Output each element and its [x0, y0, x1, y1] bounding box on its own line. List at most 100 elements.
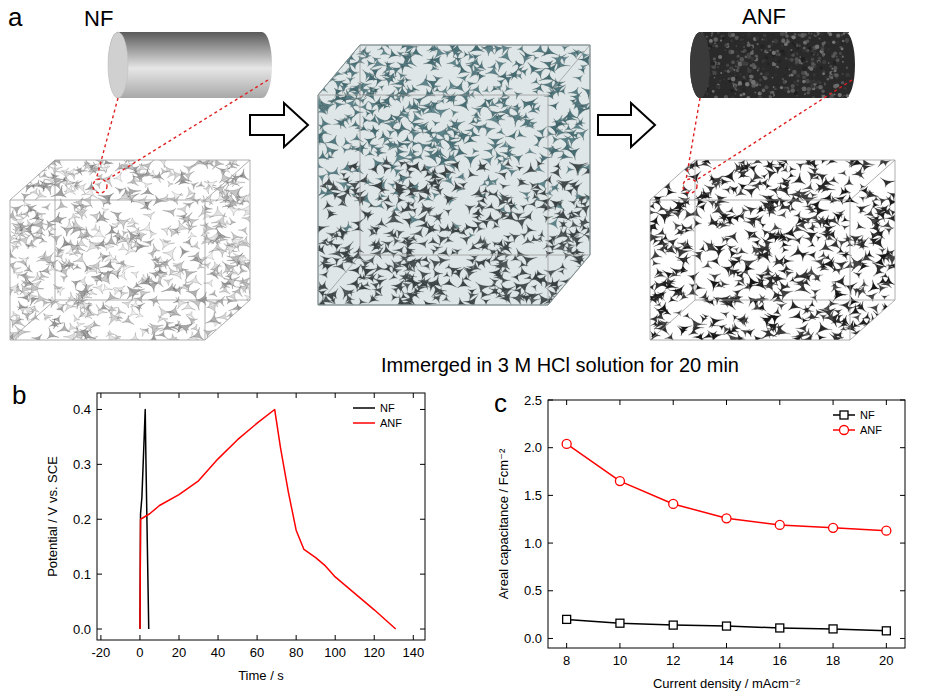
foam-cell	[700, 315, 708, 323]
foam-cell	[675, 256, 691, 265]
foam-cell	[74, 210, 87, 220]
nf-foam	[3, 153, 258, 348]
foam-cell	[155, 330, 167, 338]
foam-cell	[216, 296, 225, 306]
foam-cell	[161, 283, 177, 292]
foam-cell	[106, 330, 115, 336]
foam-cell	[235, 195, 247, 205]
foam-cell	[791, 173, 806, 185]
foam-cell	[571, 279, 586, 291]
foam-cell	[196, 181, 205, 187]
foam-cell	[71, 280, 80, 289]
foam-cell	[756, 206, 765, 215]
foam-cell	[51, 174, 65, 186]
foam-cell	[211, 320, 221, 326]
foam-cell	[238, 227, 247, 235]
foam-cell	[151, 257, 160, 265]
foam-cell	[48, 265, 58, 272]
foam-cell	[218, 333, 225, 341]
foam-cell	[707, 257, 720, 266]
panel-letter: a	[8, 2, 23, 32]
foam-cell	[74, 184, 86, 194]
foam-cell	[66, 292, 79, 304]
foam-cell	[57, 304, 65, 312]
foam-cell	[203, 250, 214, 260]
foam-cell	[337, 43, 346, 51]
foam-cell	[119, 243, 129, 250]
foam-cell	[50, 167, 63, 176]
foam-cell	[773, 307, 780, 315]
box-edge	[205, 300, 250, 340]
foam-cell	[148, 251, 156, 259]
foam-cell	[30, 213, 44, 221]
foam-cell	[212, 156, 224, 169]
foam-cell	[668, 296, 678, 302]
foam-cell	[653, 163, 664, 172]
foam-cell	[246, 322, 256, 331]
foam-cell	[164, 320, 173, 327]
foam-cell	[89, 260, 101, 273]
foam-cell	[232, 286, 243, 297]
foam-cell	[66, 246, 78, 256]
foam-cell	[22, 280, 31, 286]
foam-cell	[213, 222, 223, 229]
foam-cell	[143, 239, 155, 246]
box-edge	[250, 160, 251, 300]
foam-cell	[227, 254, 243, 267]
foam-cell	[777, 210, 786, 218]
foam-cell	[330, 45, 342, 53]
foam-cell	[39, 265, 51, 275]
foam-cell	[77, 322, 85, 328]
foam-cell	[823, 231, 832, 241]
foam-cell	[91, 224, 100, 231]
foam-cell	[44, 314, 53, 320]
foam-cell	[165, 165, 174, 172]
foam-cell	[31, 312, 40, 320]
foam-cell	[40, 252, 54, 263]
foam-cell	[35, 190, 47, 200]
foam-cell	[209, 206, 227, 218]
foam-cell	[167, 334, 182, 343]
foam-cell	[122, 231, 129, 237]
foam-cell	[10, 181, 19, 187]
foam-cell	[133, 282, 142, 288]
foam	[643, 154, 902, 348]
foam-cell	[726, 207, 735, 214]
foam-cell	[74, 168, 82, 176]
foam-cell	[5, 283, 19, 295]
foam-cell	[175, 322, 195, 333]
foam-cell	[180, 169, 186, 175]
foam-cell	[872, 196, 880, 202]
foam-cell	[38, 180, 48, 188]
foam-cell	[852, 166, 865, 179]
foam-cell	[30, 306, 39, 312]
liquid-edge	[318, 45, 590, 305]
foam-cell	[96, 211, 110, 223]
foam-cell	[241, 313, 254, 327]
foam-cell	[74, 315, 80, 322]
foam-cell	[243, 321, 258, 332]
foam-cell	[152, 172, 165, 180]
foam-cell	[93, 284, 103, 294]
foam-cell	[103, 197, 111, 204]
foam-cell	[83, 293, 93, 300]
foam-cell	[228, 200, 237, 207]
foam-cell	[712, 200, 721, 209]
foam-cell	[578, 290, 589, 297]
foam-cell	[18, 223, 30, 231]
foam-cell	[225, 274, 232, 280]
foam-cell	[18, 272, 28, 282]
foam-cell	[789, 310, 804, 320]
foam-cell	[328, 65, 337, 72]
foam-cell	[186, 275, 201, 285]
foam-cell	[19, 258, 30, 266]
foam-cell	[740, 259, 758, 269]
foam-cell	[316, 52, 325, 60]
foam-cell	[152, 279, 164, 287]
foam-cell	[803, 305, 814, 315]
foam-cell	[51, 185, 67, 197]
foam-cell	[199, 159, 210, 169]
box-edge	[55, 160, 56, 300]
foam-cell	[802, 317, 810, 323]
immersed-foam	[310, 39, 598, 311]
